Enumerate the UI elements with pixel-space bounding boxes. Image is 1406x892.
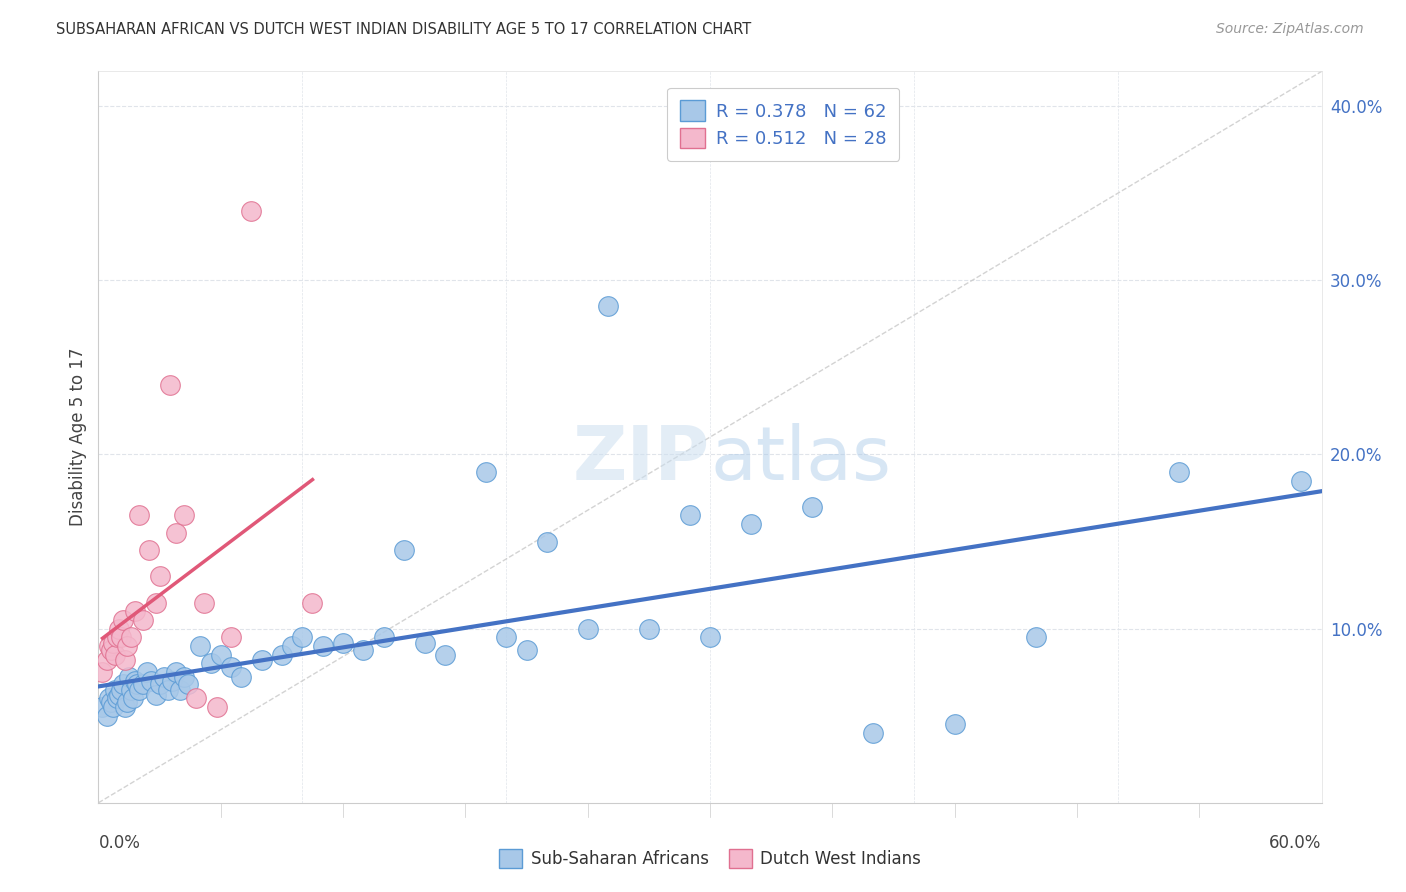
Text: 0.0%: 0.0% [98,834,141,852]
Point [598,300,620,314]
Point [1167,465,1189,479]
Point [301,595,323,609]
Point [141,673,163,688]
Point [373,631,395,645]
Point [108,622,131,636]
Point [159,377,181,392]
Point [205,700,228,714]
Point [149,677,172,691]
Point [120,631,142,645]
Y-axis label: Disability Age 5 to 17: Disability Age 5 to 17 [69,348,87,526]
Point [120,682,142,697]
Point [136,665,159,680]
Point [132,677,155,691]
Point [118,670,141,684]
Point [165,665,187,680]
Point [576,622,599,636]
Point [177,677,200,691]
Point [160,673,183,688]
Text: atlas: atlas [710,423,891,496]
Point [740,517,762,532]
Point [173,508,195,523]
Point [219,631,242,645]
Point [536,534,558,549]
Point [699,631,721,645]
Point [679,508,702,523]
Point [124,673,146,688]
Point [240,203,263,218]
Point [413,635,436,649]
Point [115,639,138,653]
Legend: Sub-Saharan Africans, Dutch West Indians: Sub-Saharan Africans, Dutch West Indians [492,842,928,875]
Point [104,682,127,697]
Point [97,691,120,706]
Point [149,569,172,583]
Point [291,631,314,645]
Point [312,639,335,653]
Point [474,465,498,479]
Point [281,639,304,653]
Point [392,543,416,558]
Point [110,631,132,645]
Point [96,653,118,667]
Point [801,500,824,514]
Point [145,595,167,609]
Point [96,708,118,723]
Point [209,648,232,662]
Point [128,682,150,697]
Point [332,635,354,649]
Text: 60.0%: 60.0% [1270,834,1322,852]
Point [1291,474,1313,488]
Point [114,700,136,714]
Point [108,688,131,702]
Point [100,695,122,709]
Point [186,691,208,706]
Point [105,631,128,645]
Point [124,604,146,618]
Point [110,682,132,697]
Text: SUBSAHARAN AFRICAN VS DUTCH WEST INDIAN DISABILITY AGE 5 TO 17 CORRELATION CHART: SUBSAHARAN AFRICAN VS DUTCH WEST INDIAN … [56,22,751,37]
Point [943,717,966,731]
Point [111,613,134,627]
Point [122,691,145,706]
Point [173,670,195,684]
Point [127,677,149,691]
Point [250,653,273,667]
Point [101,635,124,649]
Point [862,726,884,740]
Point [219,660,242,674]
Point [105,691,128,706]
Point [495,631,517,645]
Point [156,682,179,697]
Point [270,648,294,662]
Point [114,653,136,667]
Text: Source: ZipAtlas.com: Source: ZipAtlas.com [1216,22,1364,37]
Point [132,613,155,627]
Point [97,639,120,653]
Text: ZIP: ZIP [572,423,710,496]
Point [1025,631,1047,645]
Point [165,525,187,540]
Point [101,700,124,714]
Point [200,657,222,671]
Point [169,682,191,697]
Point [111,677,134,691]
Point [516,642,538,657]
Point [104,648,127,662]
Point [152,670,174,684]
Point [231,670,253,684]
Point [352,642,374,657]
Point [434,648,457,662]
Point [145,688,167,702]
Point [100,642,122,657]
Point [91,700,114,714]
Point [91,665,114,680]
Point [638,622,661,636]
Point [188,639,212,653]
Point [115,695,138,709]
Point [128,508,150,523]
Point [138,543,160,558]
Point [193,595,215,609]
